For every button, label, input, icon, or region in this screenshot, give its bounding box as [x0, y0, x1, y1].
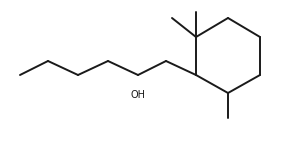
Text: OH: OH: [131, 90, 145, 100]
